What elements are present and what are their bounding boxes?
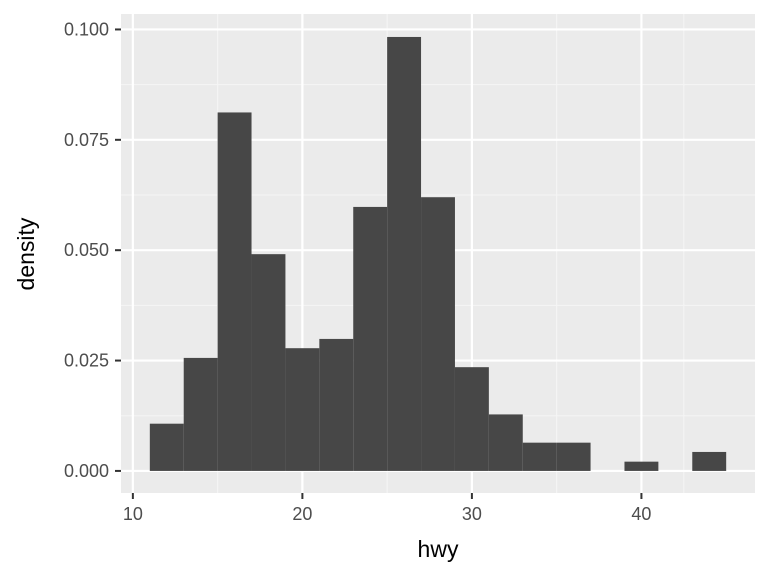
y-tick-label: 0.075 [64, 130, 109, 150]
histogram-bar [217, 112, 252, 471]
histogram-bar [319, 338, 354, 471]
histogram-bars [149, 36, 727, 471]
histogram-bar [387, 36, 422, 471]
histogram-bar [285, 348, 320, 471]
y-tick-label: 0.100 [64, 19, 109, 39]
histogram-bar [183, 357, 218, 471]
y-axis-title: density [13, 217, 39, 290]
histogram-bar [454, 367, 489, 471]
axis-ticks [115, 28, 643, 499]
x-tick-labels: 10 20 30 40 [123, 504, 652, 524]
y-tick-label: 0.050 [64, 240, 109, 260]
histogram-bar [624, 461, 659, 471]
histogram-bar [149, 423, 184, 471]
x-tick-label: 40 [631, 504, 651, 524]
x-tick-label: 30 [462, 504, 482, 524]
histogram-bar [251, 254, 286, 471]
histogram-bar [556, 442, 591, 471]
histogram-bar [488, 414, 523, 471]
y-tick-label: 0.025 [64, 351, 109, 371]
x-axis-title: hwy [418, 536, 459, 562]
x-tick-label: 10 [123, 504, 143, 524]
histogram-bar [353, 206, 388, 471]
histogram-bar [692, 451, 727, 471]
histogram-bar [421, 197, 455, 471]
y-tick-label: 0.000 [64, 461, 109, 481]
y-tick-labels: 0.000 0.025 0.050 0.075 0.100 [64, 19, 109, 480]
x-tick-label: 20 [292, 504, 312, 524]
histogram-bar [522, 442, 557, 471]
